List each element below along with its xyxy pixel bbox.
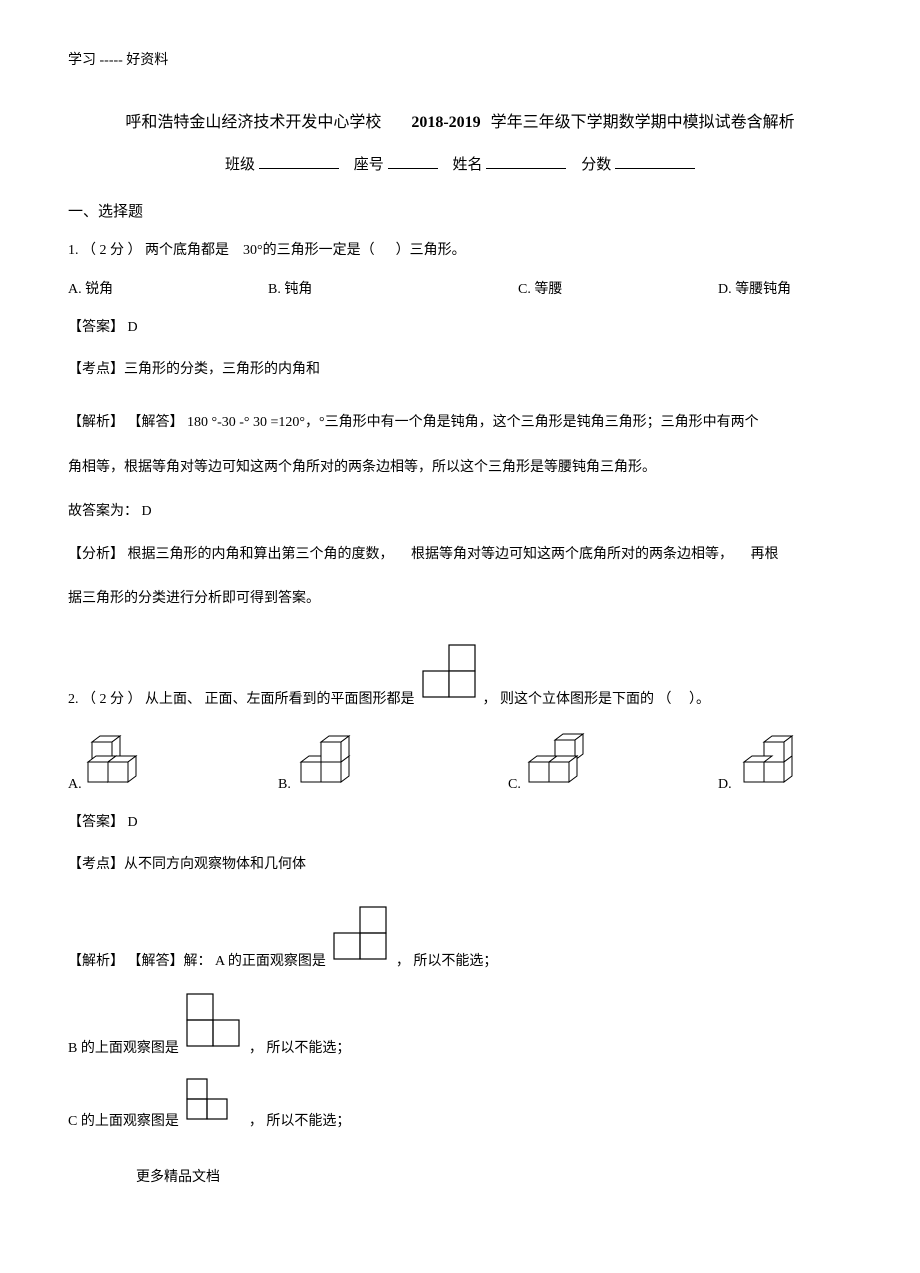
q2-stem-a: 2. （ 2 分 ） 从上面、 正面、左面所看到的平面图形都是 <box>68 686 415 714</box>
blank-name <box>486 153 566 169</box>
q2-ana-c-lead: C 的上面观察图是 <box>68 1108 179 1136</box>
q1-opt-d: D. 等腰钝角 <box>718 279 791 300</box>
q1-stem-b: 30°的三角形一定是（ <box>243 243 375 258</box>
q2-stem-c: ）。 <box>689 686 710 714</box>
footer-note: 更多精品文档 <box>136 1167 220 1188</box>
q2-opt-c-label: C. <box>508 774 521 795</box>
q1-fenxi-1: 【分析】 根据三角形的内角和算出第三个角的度数， <box>68 547 394 562</box>
label-class: 班级 <box>225 157 255 173</box>
q1-fenxi-3: 再根 <box>751 547 779 562</box>
l-shape-icon <box>419 643 479 714</box>
q2-analysis-a: 【解析】 【解答】解： A 的正面观察图是 ， 所以不能选； <box>68 903 852 976</box>
q2-stem: 2. （ 2 分 ） 从上面、 正面、左面所看到的平面图形都是 ， 则这个立体图… <box>68 643 852 714</box>
q2-stem-b: ， 则这个立体图形是下面的 （ <box>483 686 672 714</box>
q1-point: 【考点】三角形的分类，三角形的内角和 <box>68 356 852 384</box>
q2-ana-b-tail: ， 所以不能选； <box>249 1035 351 1063</box>
blank-score <box>615 153 695 169</box>
flat-shape-b-icon <box>183 990 245 1063</box>
title-year: 2018-2019 <box>411 114 480 131</box>
header-note: 学习 ----- 好资料 <box>68 50 852 71</box>
q1-conclusion: 故答案为： D <box>68 498 852 526</box>
cube-shape-b-icon <box>295 732 371 795</box>
label-seat: 座号 <box>354 157 384 173</box>
page-title: 呼和浩特金山经济技术开发中心学校 2018-2019 学年三年级下学期数学期中模… <box>68 111 852 135</box>
q1-opt-b: B. 钝角 <box>268 279 518 300</box>
q1-opt-c: C. 等腰 <box>518 279 718 300</box>
label-score: 分数 <box>581 157 611 173</box>
section-heading: 一、选择题 <box>68 201 852 224</box>
q2-ana-b-lead: B 的上面观察图是 <box>68 1035 179 1063</box>
flat-shape-c-icon <box>183 1077 245 1136</box>
q2-ana-a-tail: ， 所以不能选； <box>396 948 498 976</box>
q2-analysis-b: B 的上面观察图是 ， 所以不能选； <box>68 990 852 1063</box>
q1-stem: 1. （ 2 分 ） 两个底角都是 30°的三角形一定是（ ）三角形。 <box>68 237 852 265</box>
q2-options: A. B. <box>68 732 852 795</box>
cube-shape-c-icon <box>525 732 603 795</box>
q2-point: 【考点】从不同方向观察物体和几何体 <box>68 851 852 879</box>
q2-ana-a-lead: 【解析】 【解答】解： A 的正面观察图是 <box>68 948 326 976</box>
q1-analysis-1: 【解析】 【解答】 180 °-30 -° 30 =120°，°三角形中有一个角… <box>68 408 852 439</box>
q1-opt-a: A. 锐角 <box>68 279 268 300</box>
info-line: 班级 座号 姓名 分数 <box>68 153 852 177</box>
q1-options: A. 锐角 B. 钝角 C. 等腰 D. 等腰钝角 <box>68 279 852 300</box>
q1-fenxi-2: 根据等角对等边可知这两个底角所对的两条边相等， <box>411 547 733 562</box>
q1-stem-a: 1. （ 2 分 ） 两个底角都是 <box>68 243 229 258</box>
flat-shape-a-icon <box>330 903 392 976</box>
q2-opt-a-label: A. <box>68 774 82 795</box>
q1-fenxi: 【分析】 根据三角形的内角和算出第三个角的度数， 根据等角对等边可知这两个底角所… <box>68 540 852 571</box>
q2-opt-d-label: D. <box>718 774 732 795</box>
q2-answer: 【答案】 D <box>68 809 852 837</box>
cube-shape-d-icon <box>736 732 812 795</box>
q1-stem-c: ）三角形。 <box>396 243 466 258</box>
q2-ana-c-tail: ， 所以不能选； <box>249 1108 351 1136</box>
q1-answer: 【答案】 D <box>68 314 852 342</box>
blank-class <box>259 153 339 169</box>
q2-opt-b-label: B. <box>278 774 291 795</box>
title-right: 学年三年级下学期数学期中模拟试卷含解析 <box>491 114 795 131</box>
q1-fenxi-4: 据三角形的分类进行分析即可得到答案。 <box>68 584 852 615</box>
blank-seat <box>388 153 438 169</box>
q1-analysis-2: 角相等，根据等角对等边可知这两个角所对的两条边相等，所以这个三角形是等腰钝角三角… <box>68 453 852 484</box>
cube-shape-a-icon <box>86 732 158 795</box>
label-name: 姓名 <box>453 157 483 173</box>
q2-analysis-c: C 的上面观察图是 ， 所以不能选； <box>68 1077 852 1136</box>
title-left: 呼和浩特金山经济技术开发中心学校 <box>125 114 381 131</box>
